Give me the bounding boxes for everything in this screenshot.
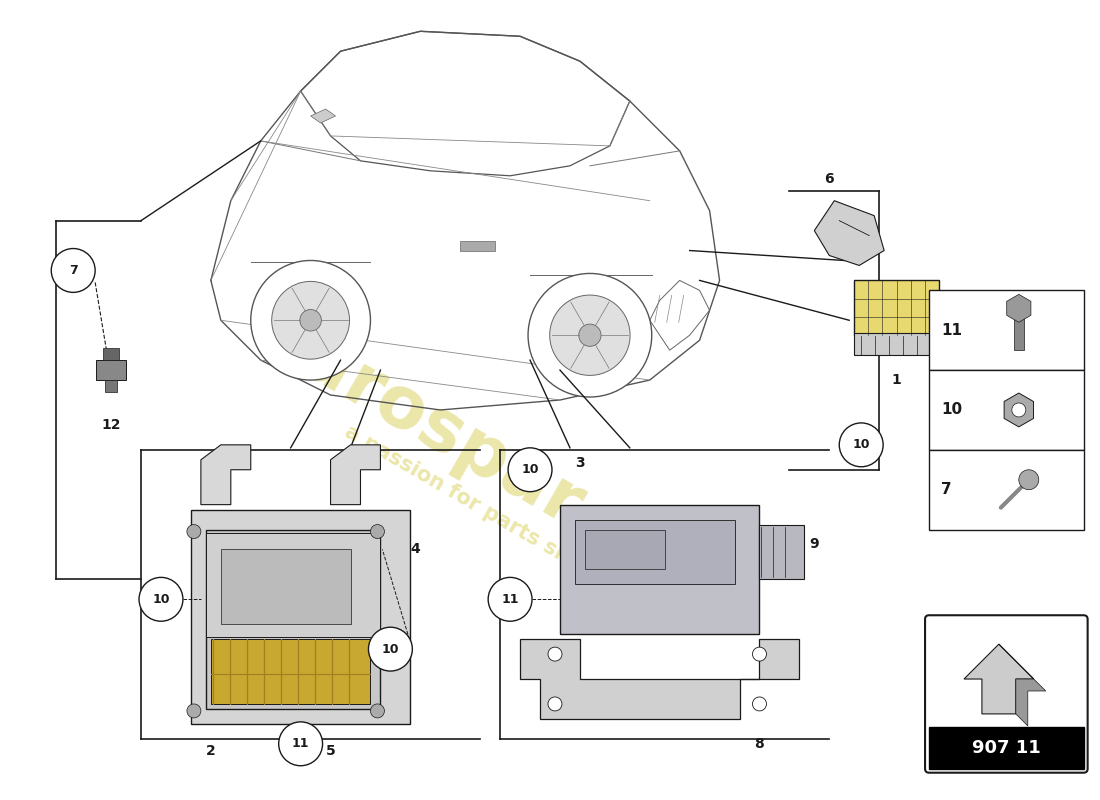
- Polygon shape: [999, 644, 1046, 726]
- Polygon shape: [1004, 393, 1034, 427]
- Polygon shape: [310, 109, 336, 123]
- Bar: [460, 241, 495, 250]
- Bar: [221, 550, 351, 624]
- Circle shape: [548, 647, 562, 661]
- Circle shape: [488, 578, 532, 622]
- Bar: [930, 370, 1084, 450]
- Polygon shape: [1006, 294, 1031, 322]
- Text: 10: 10: [521, 463, 539, 476]
- Text: 5: 5: [326, 744, 336, 758]
- Bar: [930, 450, 1084, 530]
- Circle shape: [528, 274, 651, 397]
- Bar: [560, 505, 759, 634]
- Text: 1: 1: [892, 373, 902, 387]
- Text: 7: 7: [69, 264, 78, 277]
- Bar: [759, 525, 804, 579]
- Circle shape: [272, 282, 350, 359]
- Bar: [1014, 312, 1024, 350]
- Text: 4: 4: [410, 542, 420, 557]
- Circle shape: [508, 448, 552, 492]
- FancyBboxPatch shape: [925, 615, 1088, 773]
- Bar: [191, 510, 410, 724]
- Polygon shape: [201, 445, 251, 505]
- Text: 3: 3: [575, 456, 585, 470]
- Bar: [106, 380, 117, 392]
- Circle shape: [187, 525, 201, 538]
- Circle shape: [1012, 403, 1026, 417]
- Text: 7: 7: [940, 482, 952, 497]
- Circle shape: [187, 704, 201, 718]
- Text: 11: 11: [940, 322, 962, 338]
- Circle shape: [278, 722, 322, 766]
- Circle shape: [371, 704, 384, 718]
- Circle shape: [52, 249, 96, 292]
- Text: 12: 12: [101, 418, 121, 432]
- Bar: [206, 530, 381, 709]
- Circle shape: [139, 578, 183, 622]
- Text: 11: 11: [292, 738, 309, 750]
- Circle shape: [368, 627, 412, 671]
- Circle shape: [839, 423, 883, 466]
- Circle shape: [548, 697, 562, 711]
- Text: 10: 10: [940, 402, 962, 418]
- Text: 907 11: 907 11: [972, 738, 1041, 757]
- Bar: [930, 290, 1084, 370]
- Circle shape: [579, 324, 601, 346]
- Circle shape: [251, 261, 371, 380]
- Circle shape: [371, 525, 384, 538]
- Bar: [855, 334, 939, 355]
- Polygon shape: [520, 639, 800, 719]
- Text: 10: 10: [152, 593, 169, 606]
- Circle shape: [550, 295, 630, 375]
- Text: 11: 11: [502, 593, 519, 606]
- Circle shape: [752, 647, 767, 661]
- Bar: [96, 360, 126, 380]
- Text: 6: 6: [825, 172, 834, 186]
- Bar: [103, 348, 119, 360]
- Polygon shape: [814, 201, 884, 266]
- Text: 10: 10: [852, 438, 870, 451]
- Text: 2: 2: [206, 744, 216, 758]
- Polygon shape: [331, 445, 381, 505]
- Bar: [855, 281, 939, 335]
- Text: 10: 10: [382, 642, 399, 656]
- Text: 8: 8: [755, 737, 764, 751]
- Bar: [575, 519, 735, 584]
- Text: a passion for parts since 1965: a passion for parts since 1965: [341, 422, 659, 617]
- Bar: [206, 533, 381, 637]
- Circle shape: [1019, 470, 1038, 490]
- Bar: [930, 727, 1084, 769]
- Circle shape: [300, 310, 321, 331]
- Bar: [211, 639, 371, 704]
- Bar: [585, 530, 664, 570]
- Text: 9: 9: [810, 538, 820, 551]
- Text: eurospar: eurospar: [245, 299, 595, 541]
- Circle shape: [752, 697, 767, 711]
- Polygon shape: [964, 644, 1034, 714]
